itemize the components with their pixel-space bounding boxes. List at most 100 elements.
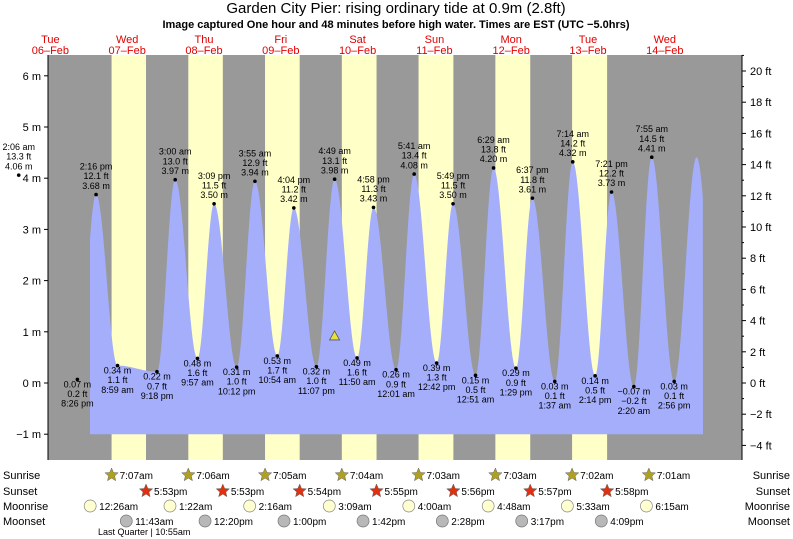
event-label: 4.41 m: [638, 143, 666, 153]
event-label: 11:50 am: [339, 377, 376, 387]
moonrise-row-label-left: Moonrise: [3, 501, 48, 513]
low-tide-event: 0.34 m1.1 ft8:59 am: [101, 363, 134, 395]
event-label: 0.5 ft: [466, 385, 487, 395]
event-point: [253, 179, 257, 184]
sunset-icon: [292, 483, 307, 498]
moonrise-time: 12:26am: [99, 502, 138, 513]
event-label: 3:09 pm: [198, 171, 231, 181]
event-label: 0.07 m: [64, 379, 92, 389]
event-label: 0.15 m: [462, 375, 490, 385]
event-label: 3.50 m: [200, 190, 228, 200]
event-label: 3.73 m: [598, 178, 626, 188]
event-label: 12:51 am: [457, 395, 495, 405]
event-label: 9:57 am: [181, 378, 214, 388]
right-tick-label: −2 ft: [750, 409, 772, 421]
event-label: 0.9 ft: [506, 378, 527, 388]
day-name-0: Tue: [41, 34, 60, 46]
event-label: 3.98 m: [321, 165, 349, 175]
event-label: 4.06 m: [5, 161, 33, 171]
left-tick-label: 4 m: [23, 173, 41, 185]
right-tick-label: 2 ft: [750, 347, 765, 359]
event-label: 10:54 am: [259, 375, 297, 385]
left-tick-label: 2 m: [23, 276, 41, 288]
right-tick-label: 12 ft: [750, 191, 771, 203]
event-label: 1:29 pm: [500, 387, 533, 397]
event-point: [632, 384, 636, 389]
event-label: 0.1 ft: [664, 391, 685, 401]
event-label: 0.5 ft: [585, 385, 606, 395]
event-label: 0.31 m: [223, 367, 251, 377]
event-label: 2:16 pm: [80, 162, 113, 172]
moonrise-time: 4:48am: [497, 502, 530, 513]
axis-left-meters: −1 m 0 m 1 m 2 m 3 m 4 m 5 m 6 m: [16, 55, 49, 460]
moonrise-time: 3:09am: [338, 502, 371, 513]
event-point: [75, 377, 80, 382]
day-name-5: Sun: [425, 34, 445, 46]
event-label: 4:04 pm: [278, 175, 311, 185]
event-point: [593, 374, 597, 378]
event-point: [570, 160, 575, 164]
event-label: 4:49 am: [318, 146, 351, 156]
event-label: 0.2 ft: [67, 389, 88, 399]
event-label: 4:58 pm: [357, 174, 390, 184]
right-tick-label: 16 ft: [750, 128, 771, 140]
event-label: 7:14 am: [556, 129, 589, 139]
sunset-icon: [215, 483, 231, 498]
event-label: 0.29 m: [502, 368, 530, 378]
event-label: 0.39 m: [423, 363, 451, 373]
event-label: 3.50 m: [439, 190, 467, 200]
event-label: 13.0 ft: [163, 156, 189, 166]
moonset-icon: [515, 514, 529, 528]
sunset-icon: [138, 483, 154, 498]
sunrise-time: 7:02am: [580, 471, 613, 482]
day-date-5: 11–Feb: [416, 45, 453, 57]
low-tide-event: 0.22 m0.7 ft9:18 pm: [141, 369, 173, 401]
left-tick-label: 0 m: [23, 378, 41, 390]
sunset-row-label-left: Sunset: [3, 486, 37, 498]
event-label: 3:55 am: [239, 148, 272, 158]
event-label: 0.14 m: [581, 376, 609, 386]
event-label: 11.2 ft: [282, 184, 307, 194]
moonrise-icon: [322, 499, 336, 513]
day-date-1: 07–Feb: [109, 45, 146, 57]
event-point: [212, 202, 216, 206]
low-tide-event: 0.07 m0.2 ft8:26 pm: [61, 377, 94, 409]
event-label: 12.9 ft: [242, 158, 268, 168]
sunset-icon: [446, 483, 461, 498]
event-point: [332, 177, 337, 182]
event-point: [451, 202, 455, 206]
event-point: [234, 365, 239, 369]
chart-title: Garden City Pier: rising ordinary tide a…: [226, 0, 565, 17]
event-label: 0.22 m: [143, 372, 171, 382]
low-tide-event: 0.48 m1.6 ft9:57 am: [181, 356, 214, 388]
event-label: 14.5 ft: [639, 134, 665, 144]
day-date-8: 14–Feb: [646, 45, 683, 57]
event-label: 3.97 m: [161, 166, 189, 176]
right-tick-label: 10 ft: [750, 222, 771, 234]
moonset-icon: [277, 514, 291, 528]
left-tick-label: 6 m: [23, 71, 41, 83]
event-label: 1.6 ft: [187, 368, 208, 378]
moonset-icon: [356, 514, 370, 528]
event-label: 4.08 m: [400, 160, 428, 170]
event-label: 4.32 m: [559, 148, 587, 158]
sunrise-icon: [104, 467, 119, 482]
moonrise-icon: [83, 499, 97, 513]
day-headers: Tue06–FebWed07–FebThu08–FebFri09–FebSat1…: [32, 34, 684, 57]
moonrise-time: 1:22am: [179, 502, 212, 513]
day-name-7: Tue: [579, 34, 598, 46]
event-label: 0.32 m: [303, 367, 331, 377]
moonrise-icon: [402, 499, 416, 513]
moonrise-icon: [561, 499, 574, 513]
